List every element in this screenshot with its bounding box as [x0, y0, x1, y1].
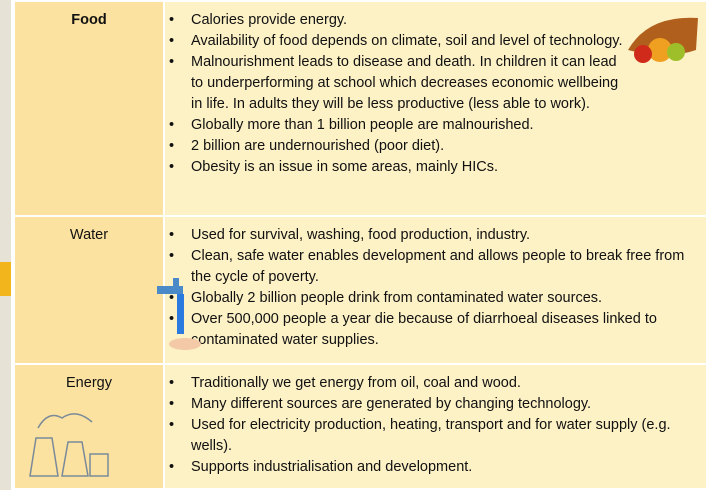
bullet-item: Over 500,000 people a year die because o…: [191, 309, 696, 351]
issues-table: FoodCalories provide energy.Availability…: [13, 0, 708, 490]
factory-icon: [22, 398, 112, 478]
bullet-list: Used for survival, washing, food product…: [165, 225, 696, 351]
side-highlight: [0, 262, 11, 296]
page: FoodCalories provide energy.Availability…: [0, 0, 708, 490]
bullet-item: Traditionally we get energy from oil, co…: [191, 373, 696, 394]
bullet-item: Clean, safe water enables development an…: [191, 246, 696, 288]
bullet-item: Globally more than 1 billion people are …: [191, 115, 626, 136]
bullet-list: Calories provide energy.Availability of …: [165, 10, 696, 178]
bullet-list: Traditionally we get energy from oil, co…: [165, 373, 696, 478]
row-content: Traditionally we get energy from oil, co…: [164, 364, 707, 489]
row-label: Food: [14, 1, 164, 216]
bullet-item: Used for electricity production, heating…: [191, 415, 696, 457]
bullet-item: Availability of food depends on climate,…: [191, 31, 626, 52]
bullet-item: Globally 2 billion people drink from con…: [191, 288, 696, 309]
row: EnergyTraditionally we get energy from o…: [14, 364, 707, 489]
tap-icon: [155, 278, 215, 358]
bullet-item: Many different sources are generated by …: [191, 394, 696, 415]
food-icon: [618, 10, 704, 70]
bullet-item: Supports industrialisation and developme…: [191, 457, 696, 478]
bullet-item: Calories provide energy.: [191, 10, 626, 31]
side-strip: [0, 0, 11, 490]
row-label: Water: [14, 216, 164, 364]
row: FoodCalories provide energy.Availability…: [14, 1, 707, 216]
bullet-item: Malnourishment leads to disease and deat…: [191, 52, 626, 115]
bullet-item: Obesity is an issue in some areas, mainl…: [191, 157, 626, 178]
row: Water Used for survival, washing, food pr…: [14, 216, 707, 364]
bullet-item: Used for survival, washing, food product…: [191, 225, 696, 246]
row-content: Used for survival, washing, food product…: [164, 216, 707, 364]
bullet-item: 2 billion are undernourished (poor diet)…: [191, 136, 626, 157]
